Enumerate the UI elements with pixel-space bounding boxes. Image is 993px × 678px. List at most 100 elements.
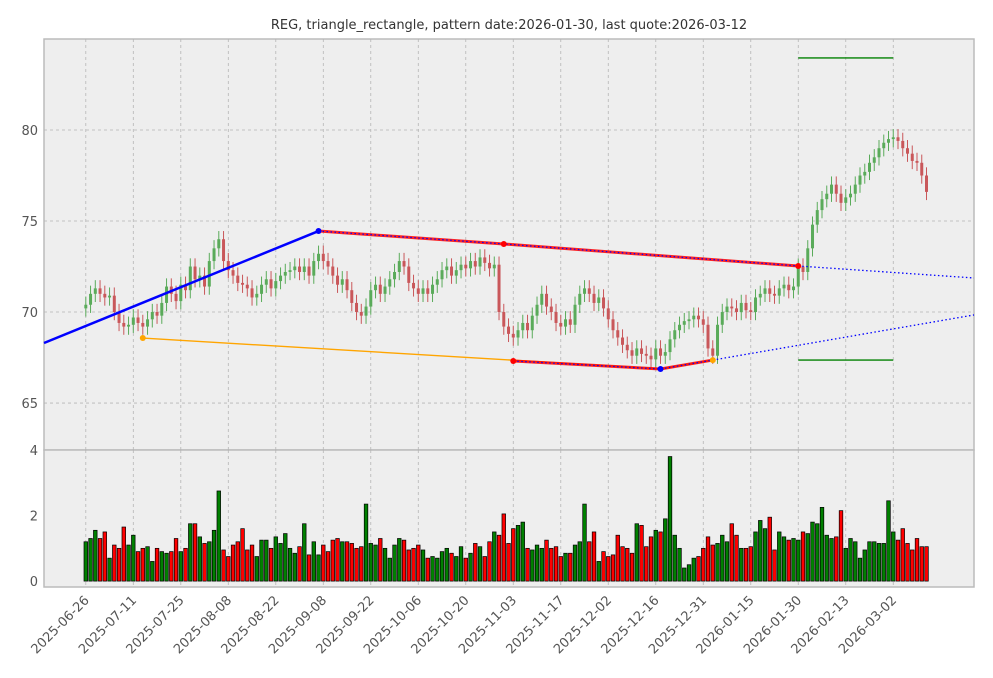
- candle-body: [739, 302, 743, 313]
- volume-bar: [530, 549, 535, 582]
- volume-bar: [919, 546, 924, 582]
- volume-bar: [582, 503, 587, 582]
- candle-body: [887, 139, 891, 143]
- candle-body: [407, 266, 411, 283]
- volume-bar: [83, 541, 88, 582]
- candle-body: [602, 297, 606, 309]
- candle-body: [364, 306, 368, 316]
- volume-bar: [634, 523, 639, 582]
- volume-bar: [411, 547, 416, 582]
- candle-body: [777, 288, 781, 296]
- candle-body: [896, 137, 900, 141]
- candle-body: [293, 266, 297, 271]
- volume-bar: [848, 538, 853, 582]
- candle-body: [621, 337, 625, 345]
- candle-body: [250, 288, 254, 298]
- volume-bar: [715, 543, 720, 582]
- volume-bar: [653, 529, 658, 582]
- volume-bar: [292, 552, 297, 582]
- volume-bar: [311, 541, 316, 582]
- candle-body: [488, 262, 492, 269]
- volume-bar: [264, 539, 269, 582]
- volume-bar: [905, 543, 910, 582]
- candle-body: [678, 324, 682, 331]
- candle-body: [872, 157, 876, 163]
- volume-bar: [743, 547, 749, 582]
- volume-bar: [102, 531, 107, 582]
- volume-bar: [392, 544, 397, 582]
- volume-bar: [644, 546, 649, 582]
- pattern-point-marker: [657, 366, 664, 373]
- candle-body: [720, 312, 724, 325]
- candle-body: [279, 275, 283, 282]
- volume-bar: [501, 513, 506, 582]
- candle-body: [839, 193, 843, 203]
- candle-body: [393, 271, 397, 280]
- candle-body: [758, 293, 762, 298]
- candle-body: [459, 264, 463, 271]
- candle-body: [692, 315, 696, 320]
- volume-bar: [335, 538, 340, 582]
- volume-bar: [734, 534, 739, 582]
- volume-bar: [781, 536, 787, 582]
- candle-body: [207, 261, 211, 287]
- volume-bar: [577, 541, 582, 582]
- candle-body: [768, 288, 772, 294]
- candle-body: [545, 293, 549, 307]
- candle-body: [492, 264, 496, 269]
- volume-bar: [316, 554, 321, 582]
- candle-body: [516, 330, 520, 338]
- candle-body: [535, 304, 539, 316]
- candle-body: [359, 312, 363, 316]
- volume-bar: [116, 547, 122, 582]
- volume-bar: [492, 531, 497, 582]
- volume-bar: [373, 544, 378, 582]
- candle-body: [735, 308, 739, 313]
- volume-bar: [354, 547, 359, 582]
- volume-bar: [549, 547, 554, 582]
- volume-bar: [891, 531, 896, 582]
- volume-bar: [321, 544, 326, 582]
- candle-body: [559, 322, 563, 327]
- volume-bar: [107, 557, 112, 582]
- volume-bar: [207, 541, 212, 582]
- volume-bar: [216, 490, 221, 582]
- candle-body: [127, 324, 131, 327]
- candle-body: [711, 348, 715, 356]
- volume-bar: [477, 546, 483, 582]
- candle-body: [844, 197, 848, 203]
- candle-body: [155, 312, 159, 316]
- candle-body: [863, 171, 867, 176]
- volume-bar: [815, 523, 820, 582]
- volume-bar: [658, 531, 663, 582]
- candle-body: [830, 184, 834, 194]
- candle-body: [811, 224, 815, 249]
- volume-bar: [696, 556, 701, 582]
- volume-bar: [534, 544, 540, 582]
- volume-bar: [487, 541, 492, 582]
- volume-bar: [558, 556, 563, 582]
- candle-body: [825, 193, 829, 200]
- volume-bar: [639, 525, 644, 582]
- candle-body: [402, 261, 406, 267]
- candle-body: [397, 261, 401, 272]
- candle-body: [815, 210, 819, 225]
- volume-bar: [197, 536, 202, 582]
- volume-bar: [283, 533, 288, 582]
- volume-bar: [188, 523, 193, 582]
- candle-body: [321, 253, 325, 262]
- volume-bar: [240, 528, 245, 582]
- volume-bar: [606, 556, 611, 582]
- candle-body: [635, 348, 639, 356]
- candle-body: [274, 281, 278, 289]
- candle-body: [568, 319, 572, 325]
- volume-bar: [872, 541, 877, 582]
- volume-bar: [672, 534, 677, 582]
- pattern-point-marker: [709, 357, 716, 364]
- candle-body: [426, 288, 430, 294]
- volume-bar: [97, 538, 103, 582]
- candle-body: [682, 321, 686, 325]
- volume-bar: [629, 552, 635, 582]
- volume-bar: [686, 564, 692, 582]
- candle-body: [374, 284, 378, 291]
